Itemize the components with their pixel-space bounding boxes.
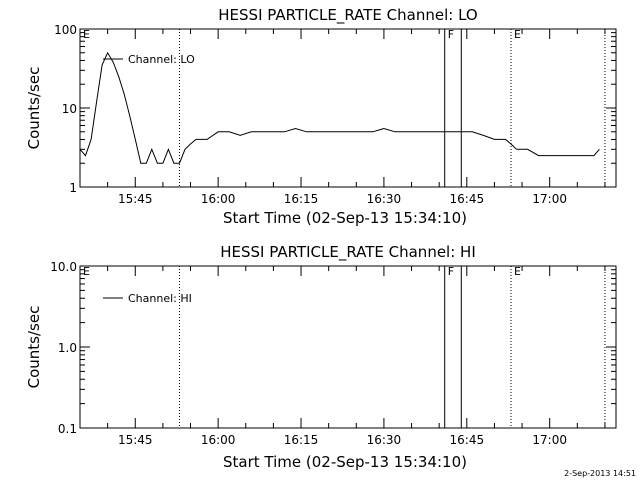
x-tick-label: 17:00 xyxy=(532,192,567,206)
panel-lo: HESSI PARTICLE_RATE Channel: LO 1 10 100 1… xyxy=(25,6,617,227)
x-tick-label: 16:15 xyxy=(284,192,319,206)
x-tick-label: 15:45 xyxy=(118,192,153,206)
y-ticks-hi: 0.1 1.0 10.0 xyxy=(50,260,616,436)
event-marker-label: E xyxy=(83,28,90,41)
y-tick-label: 10 xyxy=(62,102,77,116)
x-tick-label: 17:00 xyxy=(532,433,567,447)
x-tick-label: 16:15 xyxy=(284,433,319,447)
plot-frame-hi xyxy=(79,265,617,429)
y-tick-label: 0.1 xyxy=(58,422,77,436)
x-tick-label: 16:45 xyxy=(450,433,485,447)
y-axis-label-lo: Counts/sec xyxy=(25,67,43,150)
y-tick-label: 1.0 xyxy=(58,341,77,355)
x-ticks-hi: 15:45 16:00 16:15 16:30 16:45 17:00 xyxy=(79,266,606,447)
x-tick-label: 15:45 xyxy=(118,433,153,447)
x-tick-label: 16:00 xyxy=(201,192,236,206)
x-tick-label: 16:45 xyxy=(450,192,485,206)
legend-label-hi: Channel: HI xyxy=(128,292,192,305)
x-axis-label-hi: Start Time (02-Sep-13 15:34:10) xyxy=(223,453,467,471)
x-ticks-lo: 15:45 16:00 16:15 16:30 16:45 17:00 xyxy=(79,29,606,206)
footer-timestamp: 2-Sep-2013 14:51 xyxy=(564,469,636,478)
y-tick-label: 1 xyxy=(69,181,77,195)
panel-hi: HESSI PARTICLE_RATE Channel: HI 0.1 1.0 10… xyxy=(25,243,617,471)
x-tick-label: 16:00 xyxy=(201,433,236,447)
x-tick-label: 16:30 xyxy=(367,192,402,206)
y-tick-label: 10.0 xyxy=(50,260,77,274)
y-tick-label: 100 xyxy=(54,23,77,37)
x-tick-label: 16:30 xyxy=(367,433,402,447)
legend-label-lo: Channel: LO xyxy=(128,53,195,66)
event-marker-label: E xyxy=(83,265,90,278)
y-ticks-lo: 1 10 100 xyxy=(54,23,616,195)
x-axis-label-lo: Start Time (02-Sep-13 15:34:10) xyxy=(223,209,467,227)
event-marker-label: F xyxy=(448,28,454,41)
chart-title-hi: HESSI PARTICLE_RATE Channel: HI xyxy=(220,243,476,262)
event-marker-label: E xyxy=(514,28,521,41)
chart-title-lo: HESSI PARTICLE_RATE Channel: LO xyxy=(218,6,477,25)
series-line-lo xyxy=(79,51,600,164)
event-marker-label: F xyxy=(448,265,454,278)
event-marker-label: E xyxy=(514,265,521,278)
y-axis-label-hi: Counts/sec xyxy=(25,306,43,389)
